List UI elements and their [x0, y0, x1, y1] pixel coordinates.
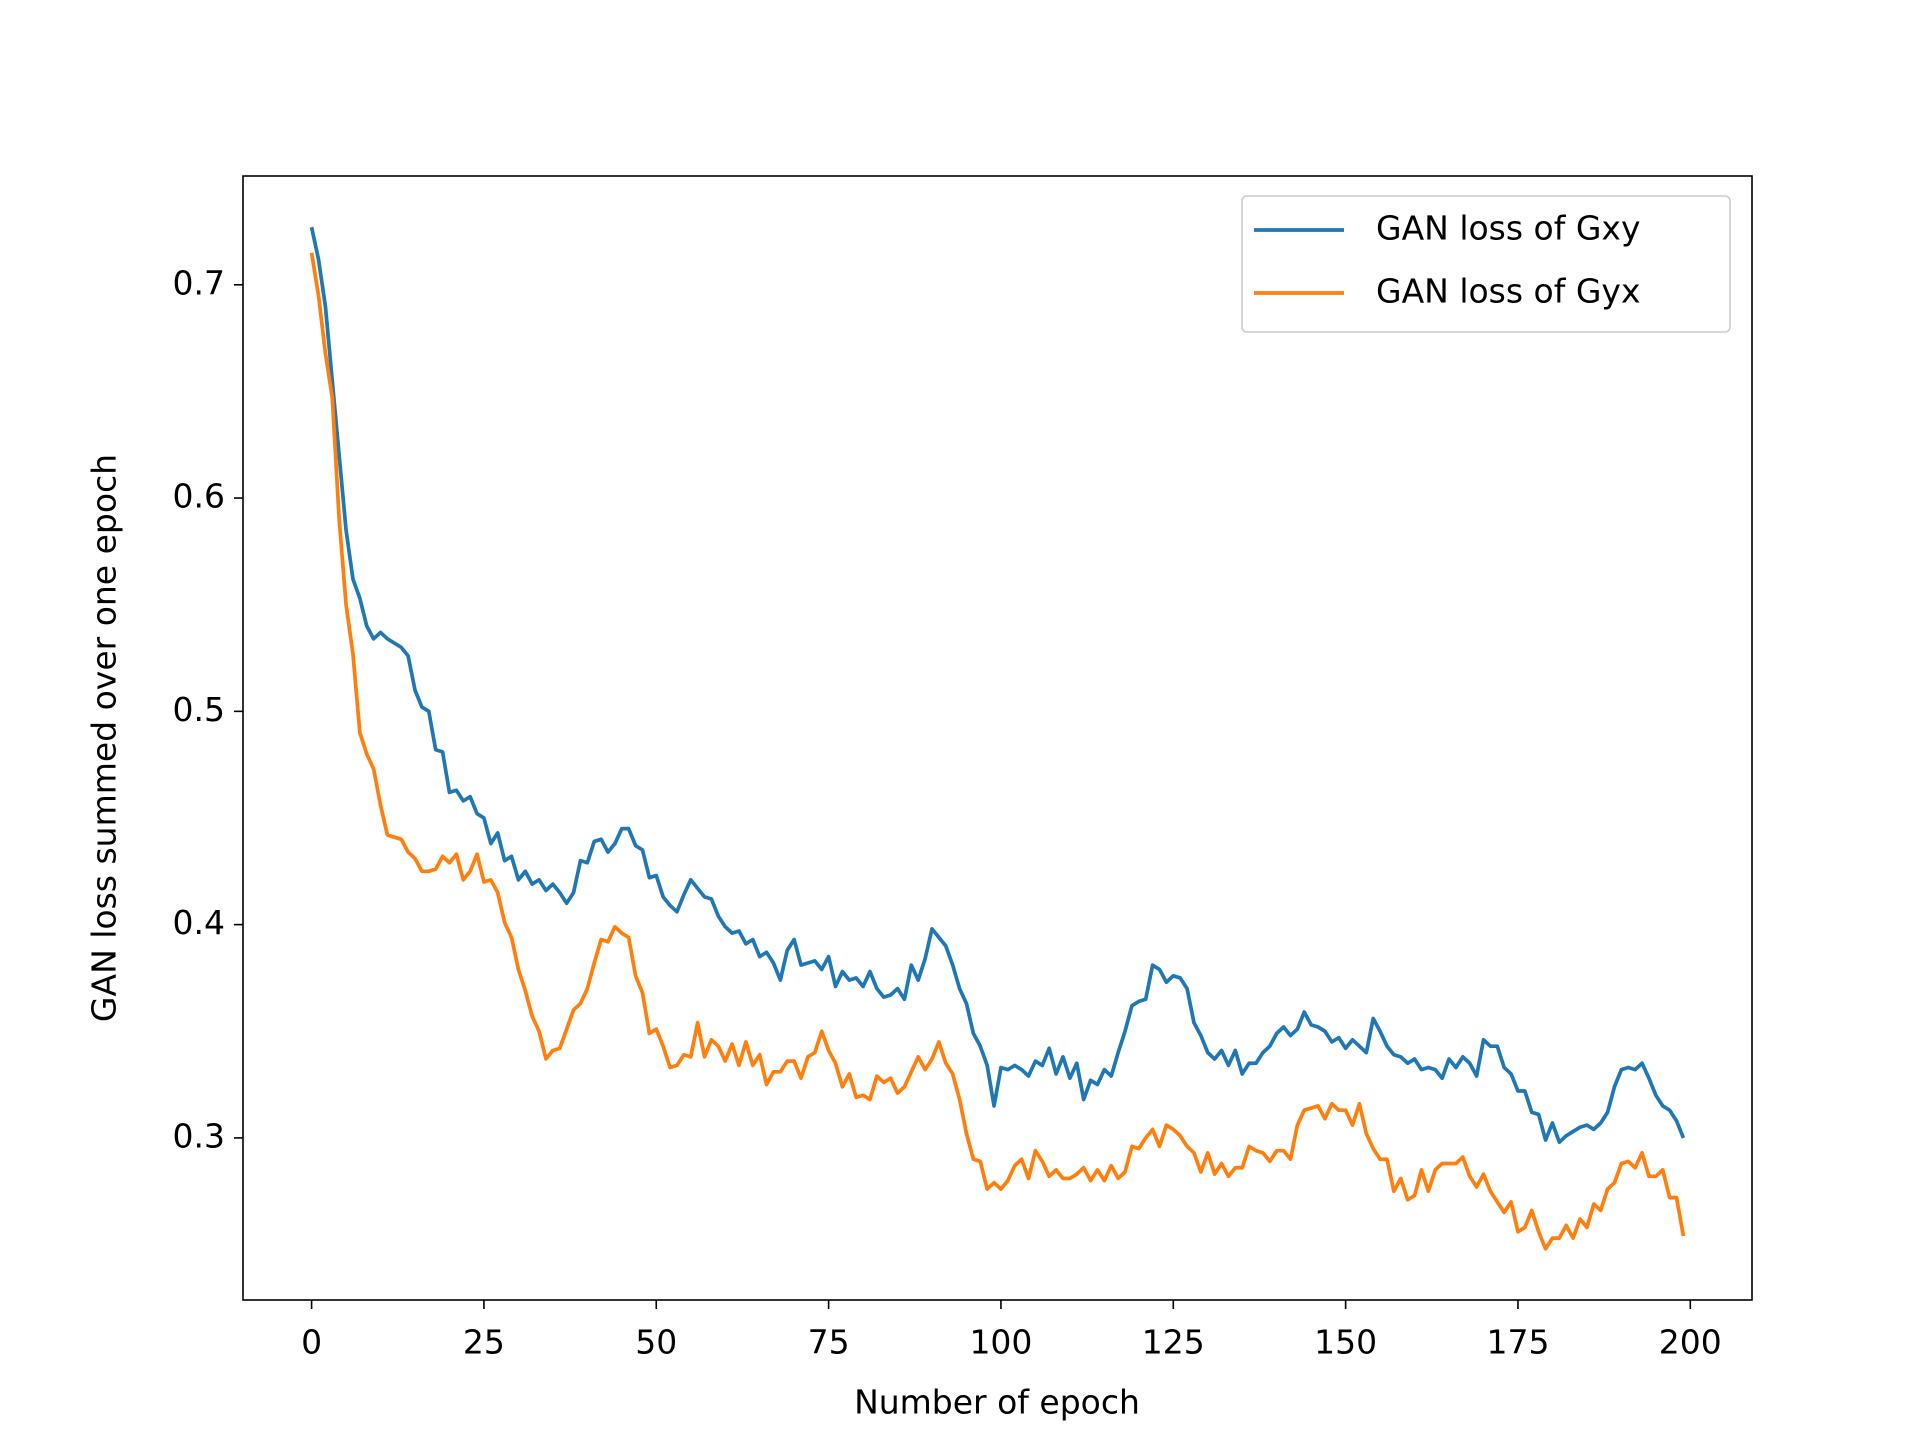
- legend-label: GAN loss of Gyx: [1376, 272, 1640, 311]
- x-tick-label: 100: [969, 1323, 1032, 1362]
- y-tick-label: 0.3: [173, 1116, 225, 1155]
- plot-frame: [242, 175, 1753, 1301]
- y-tick-label: 0.6: [173, 477, 225, 516]
- x-tick-label: 0: [301, 1323, 322, 1362]
- data-line: [309, 226, 1686, 1145]
- x-tick-label: 175: [1486, 1323, 1549, 1362]
- x-tick-label: 150: [1314, 1323, 1377, 1362]
- legend-box: [1241, 195, 1731, 333]
- x-tick-label: 200: [1659, 1323, 1722, 1362]
- y-tick-label: 0.7: [173, 263, 225, 302]
- y-tick-label: 0.5: [173, 690, 225, 729]
- y-tick-label: 0.4: [173, 903, 225, 942]
- x-tick-label: 125: [1142, 1323, 1205, 1362]
- legend-label: GAN loss of Gxy: [1376, 209, 1640, 248]
- x-tick-label: 75: [808, 1323, 850, 1362]
- x-tick-label: 50: [635, 1323, 677, 1362]
- x-axis-label: Number of epoch: [854, 1383, 1140, 1422]
- y-axis-label: GAN loss summed over one epoch: [85, 454, 124, 1022]
- x-tick-label: 25: [463, 1323, 505, 1362]
- data-line: [309, 252, 1686, 1251]
